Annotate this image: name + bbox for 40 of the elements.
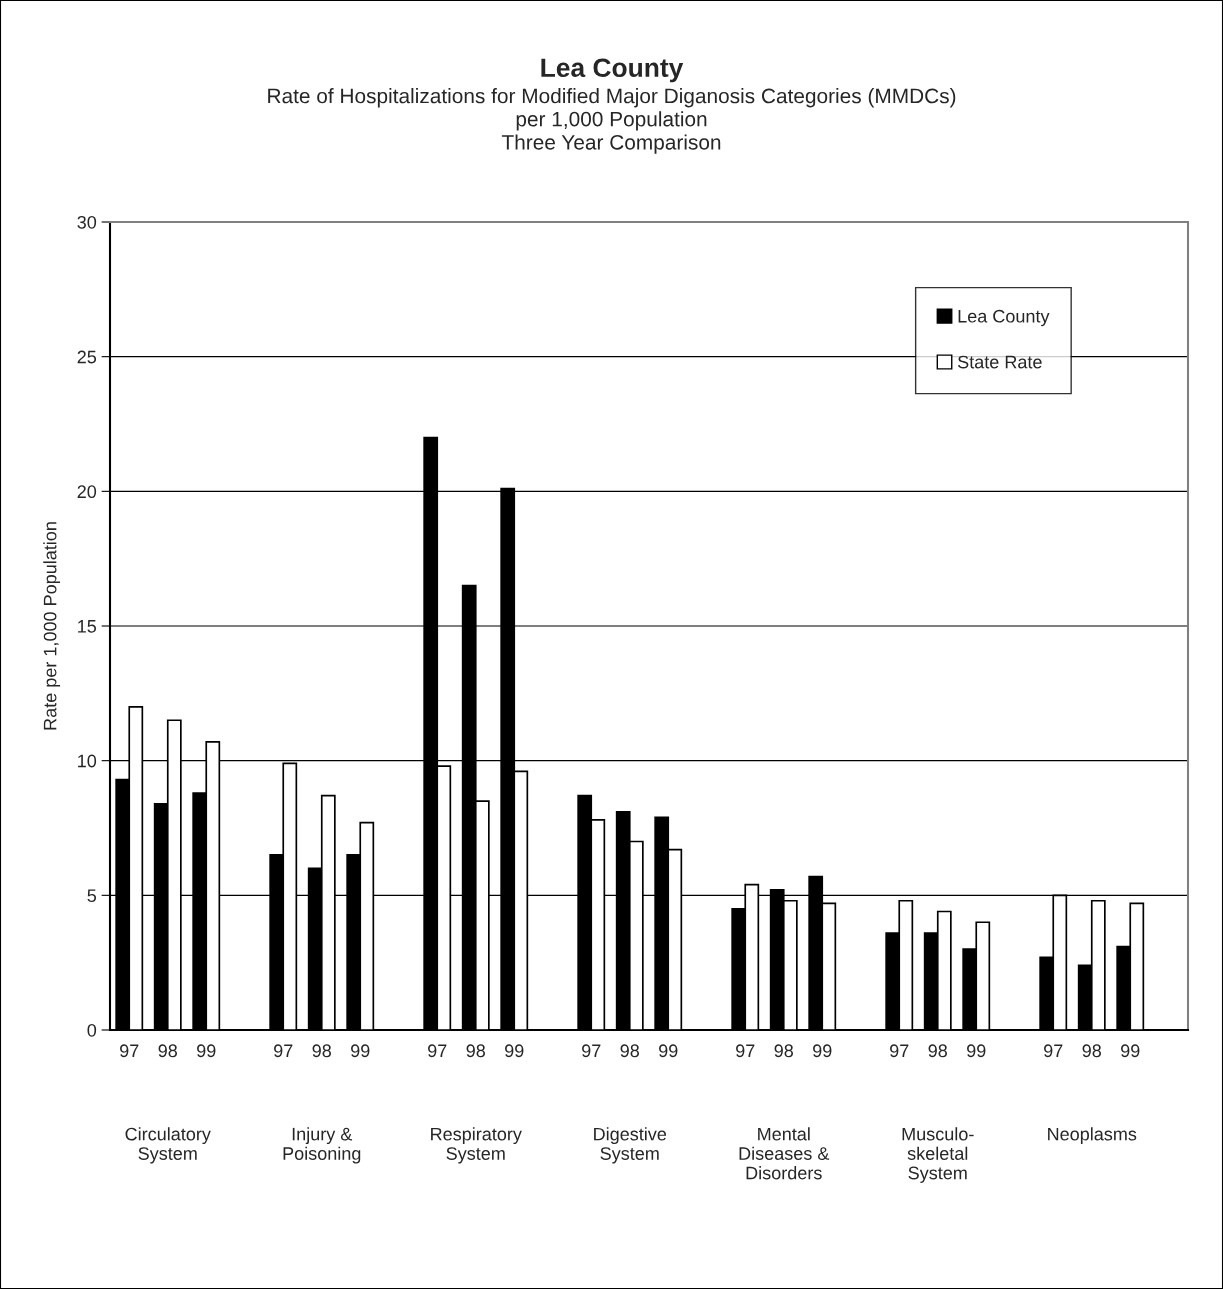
legend-label: Lea County bbox=[958, 309, 1050, 327]
x-tick-label: 98 bbox=[620, 1044, 640, 1058]
x-tick-label: 98 bbox=[928, 1044, 948, 1058]
x-tick-label: 97 bbox=[428, 1044, 447, 1058]
text: Neoplasms bbox=[1048, 1127, 1137, 1145]
x-tick-label: 97 bbox=[582, 1044, 601, 1058]
x-tick-label: 98 bbox=[1082, 1044, 1102, 1058]
y-tick-label: 5 bbox=[87, 889, 97, 903]
x-tick-label: 99 bbox=[813, 1044, 832, 1058]
x-tick-label: 99 bbox=[351, 1044, 370, 1058]
y-tick-label: 15 bbox=[78, 620, 97, 633]
text: Musculo- skeletal System bbox=[902, 1127, 974, 1183]
x-tick-label: 98 bbox=[158, 1044, 178, 1058]
x-tick-label: 99 bbox=[967, 1044, 986, 1058]
text: Circulatory System bbox=[125, 1127, 211, 1164]
x-tick-label: 97 bbox=[890, 1044, 909, 1058]
y-axis-title: Rate per 1,000 Population bbox=[43, 522, 61, 730]
x-tick-label: 97 bbox=[120, 1044, 139, 1058]
text: Injury & Poisoning bbox=[283, 1127, 361, 1164]
y-tick-label: 0 bbox=[87, 1023, 97, 1037]
y-tick-label: 20 bbox=[77, 485, 97, 499]
y-tick-label: 30 bbox=[77, 215, 97, 229]
text: Mental Diseases & Disorders bbox=[739, 1127, 830, 1180]
x-tick-label: 99 bbox=[505, 1044, 524, 1058]
text: Respiratory System bbox=[431, 1127, 522, 1164]
y-tick-label: 10 bbox=[78, 754, 97, 768]
x-tick-label: 97 bbox=[1044, 1044, 1063, 1058]
x-tick-label: 98 bbox=[774, 1044, 794, 1058]
text: Digestive System bbox=[594, 1127, 667, 1164]
x-tick-label: 97 bbox=[274, 1044, 293, 1058]
legend-label: State Rate bbox=[957, 355, 1042, 369]
chart-title: Lea County bbox=[541, 58, 684, 83]
y-tick-label: 25 bbox=[77, 350, 97, 364]
x-tick-label: 98 bbox=[312, 1044, 332, 1058]
x-tick-label: 98 bbox=[466, 1044, 486, 1058]
chart-subtitle: Rate of Hospitalizations for Modified Major Diganosis Categories (MMDCs) per 1,000 Population Three Year Comparison bbox=[268, 88, 956, 154]
x-tick-label: 99 bbox=[1121, 1044, 1140, 1058]
x-tick-label: 97 bbox=[736, 1044, 755, 1058]
x-tick-label: 99 bbox=[659, 1044, 678, 1058]
x-tick-label: 99 bbox=[197, 1044, 216, 1058]
